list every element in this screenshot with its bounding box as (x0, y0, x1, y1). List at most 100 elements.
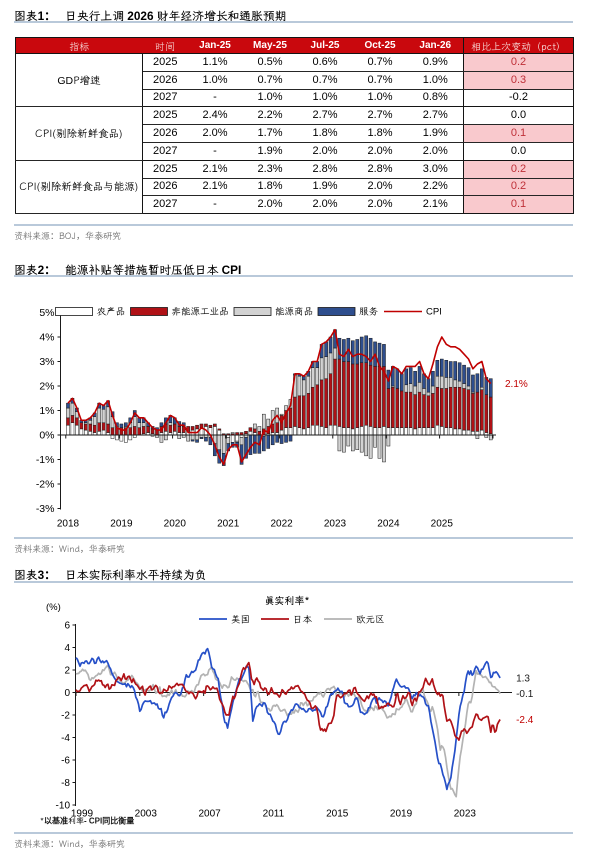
bar-segment-0 (302, 428, 306, 436)
forecast-table-header-row: 指标 时间 Jan-25 May-25 Jul-25 Oct-25 Jan-26 相比上次变动… (15, 37, 574, 54)
y-tick-label: -10 (56, 801, 71, 812)
legend-label-0: 美国 (231, 612, 250, 626)
bar-segment-1 (257, 431, 262, 436)
bar-segment-0 (66, 424, 70, 436)
y-tick-label: 4% (39, 332, 54, 344)
y-tick-label: -1% (36, 454, 55, 466)
bar-segment-0 (364, 424, 368, 436)
bar-segment-1 (146, 426, 150, 433)
bar-segment-2 (190, 434, 195, 441)
bar-segment-1 (217, 428, 222, 431)
bar-segment-1 (417, 391, 422, 428)
bar-segment-3 (457, 362, 462, 382)
bar-segment-2 (480, 386, 484, 390)
change-cell: -0.2 (463, 89, 574, 108)
bar-segment-2 (475, 434, 480, 439)
year-cell: 2026 (142, 124, 188, 143)
bar-segment-2 (186, 434, 190, 442)
value-cell: 2.2% (242, 106, 298, 126)
bar-segment-0 (128, 434, 133, 441)
bar-segment-1 (404, 391, 408, 428)
bar-segment-3 (275, 434, 279, 443)
bar-segment-0 (399, 427, 404, 436)
bar-segment-0 (173, 431, 177, 436)
bar-segment-2 (346, 434, 351, 447)
y-tick-label: 2% (39, 381, 54, 393)
bar-segment-3 (270, 434, 275, 446)
bar-segment-0 (217, 429, 222, 436)
forecast-table-head: 指标 时间 Jan-25 May-25 Jul-25 Oct-25 Jan-26 相比上次变动… (15, 37, 574, 54)
figure3-label: 图表3： (14, 566, 56, 583)
bar-segment-3 (480, 368, 484, 388)
bar-segment-0 (306, 427, 311, 436)
end-label-1: -2.4 (516, 715, 534, 726)
bar-segment-2 (239, 437, 244, 446)
bar-segment-1 (66, 417, 70, 426)
x-tick-label: 2011 (263, 809, 285, 820)
bar-segment-2 (270, 410, 275, 425)
legend-label-2: 能源商品 (275, 304, 313, 318)
bar-segment-2 (386, 434, 391, 447)
value-cell: 1.0% (352, 89, 408, 108)
bar-segment-3 (248, 434, 253, 455)
bar-segment-0 (337, 426, 342, 436)
bar-segment-0 (115, 434, 119, 441)
bar-segment-1 (408, 391, 413, 428)
table-row: 2027-2.0% 2.0% 2.0% 2.1% 0.1 (16, 195, 574, 215)
bar-segment-3 (382, 344, 386, 367)
bar-segment-3 (404, 368, 408, 386)
bar-segment-2 (328, 352, 333, 374)
value-cell: 1.8% (242, 178, 298, 197)
bar-segment-0 (124, 434, 128, 443)
bar-segment-0 (248, 431, 253, 436)
bar-segment-1 (355, 363, 360, 428)
bar-segment-1 (177, 426, 182, 433)
bar-segment-3 (417, 366, 422, 383)
header-cell-4: Jul-25 (297, 37, 353, 54)
bar-segment-3 (413, 371, 417, 387)
bar-segment-0 (328, 424, 333, 436)
bar-segment-3 (488, 378, 493, 398)
change-cell: 0.0 (463, 142, 574, 161)
bar-segment-0 (297, 427, 302, 436)
bar-segment-2 (413, 385, 417, 395)
x-tick-label: 2021 (217, 519, 240, 530)
bar-segment-2 (453, 379, 457, 388)
bar-segment-2 (306, 375, 311, 394)
series-line-0 (75, 647, 501, 791)
bar-segment-1 (373, 366, 377, 428)
bar-segment-2 (164, 434, 168, 441)
x-tick-label: 2003 (135, 809, 158, 820)
value-cell: 1.0% (187, 71, 243, 90)
bar-segment-1 (84, 423, 88, 431)
bar-segment-1 (297, 395, 302, 428)
value-cell: 0.7% (297, 71, 353, 90)
bar-segment-3 (364, 335, 368, 363)
legend-swatch-2 (233, 307, 272, 316)
bar-segment-2 (97, 407, 101, 424)
bar-segment-2 (101, 409, 106, 424)
value-cell: 1.9% (297, 178, 353, 197)
bar-segment-1 (422, 394, 426, 428)
value-cell: 2.0% (352, 178, 408, 197)
bar-segment-0 (444, 427, 449, 436)
legend-swatch-1 (130, 307, 168, 316)
bar-segment-2 (435, 375, 440, 388)
bar-segment-3 (399, 373, 404, 392)
bar-segment-2 (257, 426, 262, 432)
figure1-heading: 日央行上调 2026 财年经济增长和通胀预期 (65, 7, 287, 24)
year-cell: 2025 (142, 160, 188, 179)
table-row: GDP增速 2025 1.1% 0.5% 0.6% 0.7% 0.9% 0.2 (15, 53, 574, 108)
value-cell: 0.5% (242, 53, 298, 72)
figure3-source-rule (14, 832, 573, 834)
bar-segment-3 (284, 434, 288, 443)
bar-segment-1 (426, 395, 431, 428)
year-cell: 2026 (142, 71, 188, 90)
bar-segment-0 (213, 426, 217, 436)
bar-segment-1 (480, 389, 484, 431)
value-cell: - (187, 89, 243, 108)
bar-segment-0 (404, 427, 408, 436)
bar-segment-3 (453, 361, 457, 381)
bar-segment-3 (262, 435, 266, 452)
